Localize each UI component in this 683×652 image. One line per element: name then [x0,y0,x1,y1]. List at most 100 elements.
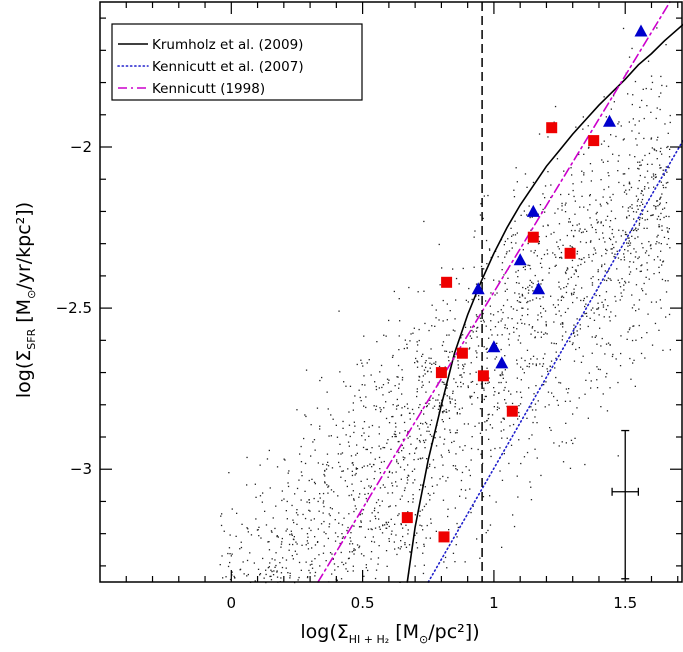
background-point [275,505,277,507]
background-point [638,308,640,310]
background-point [399,548,401,550]
background-point [622,206,624,208]
background-point [589,194,591,196]
background-point [473,325,475,328]
background-point [458,408,461,410]
background-point [592,276,594,278]
background-point [638,324,640,327]
background-point [655,176,657,178]
background-point [506,251,508,253]
background-point [398,298,400,300]
background-point [314,571,317,574]
background-point [395,435,397,438]
background-point [602,393,604,395]
background-point [547,370,549,373]
background-point [526,349,529,351]
background-point [613,101,615,103]
background-point [348,411,350,413]
background-point [362,365,364,367]
background-point [628,281,630,283]
background-point [573,324,575,326]
background-point [399,432,401,434]
background-point [470,447,473,450]
background-point [304,462,307,465]
background-point [643,137,645,140]
background-point [412,494,414,496]
background-point [438,365,441,368]
background-point [325,560,327,562]
background-point [501,479,504,481]
background-point [518,411,520,414]
background-point [435,399,437,401]
background-point [382,524,384,527]
background-point [271,531,273,533]
background-point [448,334,450,336]
background-point [347,570,349,572]
background-point [614,315,617,317]
background-point [657,256,659,258]
background-point [384,524,386,526]
background-point [557,246,559,248]
background-point [489,524,492,526]
background-point [550,429,552,431]
background-point [526,417,528,419]
background-point [571,294,573,296]
background-point [421,457,424,459]
background-point [361,384,363,386]
background-point [669,114,671,117]
background-point [617,160,619,162]
background-point [665,182,668,184]
background-point [504,399,506,401]
background-point [660,243,662,245]
background-point [494,294,496,296]
background-point [438,243,440,246]
background-point [618,181,620,184]
background-point [636,230,638,232]
x-tick-label: 0 [227,594,237,612]
background-point [524,173,527,175]
background-point [327,461,329,463]
background-point [634,80,637,83]
background-point [569,245,571,247]
background-point [305,369,308,371]
background-point [573,328,575,330]
background-point [452,465,454,467]
background-point [583,174,585,176]
background-point [572,301,574,304]
background-point [622,139,624,141]
background-point [374,381,376,383]
background-point [293,521,295,524]
background-point [636,200,639,202]
background-point [602,232,604,234]
background-point [624,233,627,236]
background-point [281,499,283,502]
background-point [515,167,517,169]
background-point [467,385,469,387]
background-point [614,217,617,220]
background-point [642,88,644,90]
background-point [373,478,375,480]
background-point [308,527,310,529]
background-point [544,211,546,213]
background-point [593,312,595,314]
background-point [433,405,436,407]
background-point [555,313,557,315]
background-point [298,479,300,481]
background-point [543,384,545,386]
background-point [325,533,327,535]
background-point [572,224,574,227]
background-point [663,216,665,219]
background-point [457,367,460,369]
background-point [578,397,580,399]
background-point-cloud [219,27,671,584]
background-point [488,438,490,440]
background-point [353,510,355,513]
background-point [273,570,275,572]
background-point [572,235,575,237]
background-point [339,443,341,445]
background-point [322,502,324,504]
background-point [602,304,605,306]
background-point [367,528,370,530]
background-point [430,419,433,421]
triangle-marker [526,204,540,217]
